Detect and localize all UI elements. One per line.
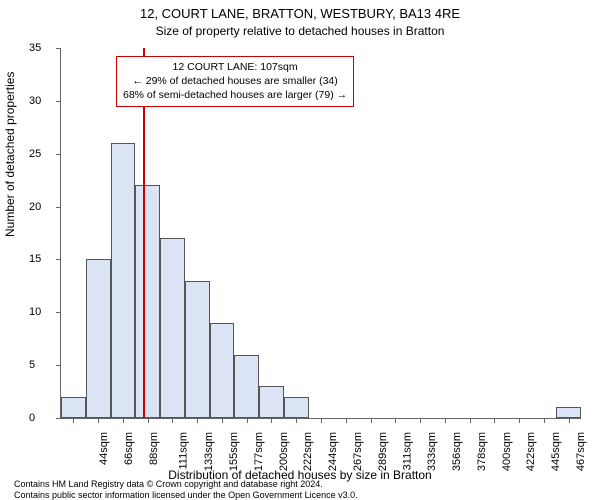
x-tick-label: 445sqm (550, 432, 562, 471)
x-tick-label: 422sqm (525, 432, 537, 471)
histogram-bar (61, 397, 86, 418)
chart-container: 12, COURT LANE, BRATTON, WESTBURY, BA13 … (0, 0, 600, 500)
y-tick-label: 25 (29, 148, 57, 160)
x-tick-label: 333sqm (426, 432, 438, 471)
x-tick-label: 88sqm (148, 432, 160, 465)
histogram-bar (111, 143, 136, 418)
footer-line1: Contains HM Land Registry data © Crown c… (14, 479, 323, 489)
y-tick-label: 15 (29, 253, 57, 265)
x-tick-label: 155sqm (228, 432, 240, 471)
x-tick-label: 177sqm (253, 432, 265, 471)
histogram-bar (234, 355, 259, 418)
histogram-bar (135, 185, 160, 418)
annotation-line1: 12 COURT LANE: 107sqm (173, 61, 298, 73)
x-tick-label: 356sqm (451, 432, 463, 471)
annotation-line3: 68% of semi-detached houses are larger (… (123, 89, 347, 101)
histogram-bar (284, 397, 309, 418)
x-tick-label: 311sqm (401, 432, 413, 470)
histogram-bar (86, 259, 111, 418)
y-tick-label: 35 (29, 42, 57, 54)
annotation-line2: ← 29% of detached houses are smaller (34… (132, 75, 337, 87)
chart-title-sub: Size of property relative to detached ho… (0, 24, 600, 38)
x-tick-label: 133sqm (204, 432, 216, 471)
x-tick-label: 400sqm (501, 432, 513, 471)
histogram-bar (185, 281, 210, 418)
y-tick-label: 5 (29, 359, 57, 371)
x-tick-label: 111sqm (177, 432, 189, 470)
histogram-bar (210, 323, 235, 418)
y-axis-label: Number of detached properties (3, 72, 17, 237)
x-tick-label: 44sqm (98, 432, 110, 465)
x-tick-label: 378sqm (476, 432, 488, 471)
x-tick-label: 467sqm (575, 432, 587, 471)
x-tick-label: 222sqm (303, 432, 315, 471)
annotation-box: 12 COURT LANE: 107sqm ← 29% of detached h… (116, 56, 354, 107)
footer-text: Contains HM Land Registry data © Crown c… (14, 479, 358, 500)
histogram-bar (160, 238, 185, 418)
x-tick-label: 200sqm (278, 432, 290, 471)
plot-area: 0510152025303544sqm66sqm88sqm111sqm133sq… (60, 48, 581, 419)
footer-line2: Contains public sector information licen… (14, 490, 358, 500)
histogram-bar (556, 407, 581, 418)
y-tick-label: 20 (29, 201, 57, 213)
x-tick-label: 244sqm (327, 432, 339, 471)
y-tick-label: 30 (29, 95, 57, 107)
y-tick-label: 10 (29, 306, 57, 318)
x-tick-label: 66sqm (123, 432, 135, 465)
histogram-bar (259, 386, 284, 418)
x-tick-label: 289sqm (377, 432, 389, 471)
x-tick-label: 267sqm (352, 432, 364, 471)
chart-title-main: 12, COURT LANE, BRATTON, WESTBURY, BA13 … (0, 6, 600, 21)
y-tick-label: 0 (29, 412, 57, 424)
